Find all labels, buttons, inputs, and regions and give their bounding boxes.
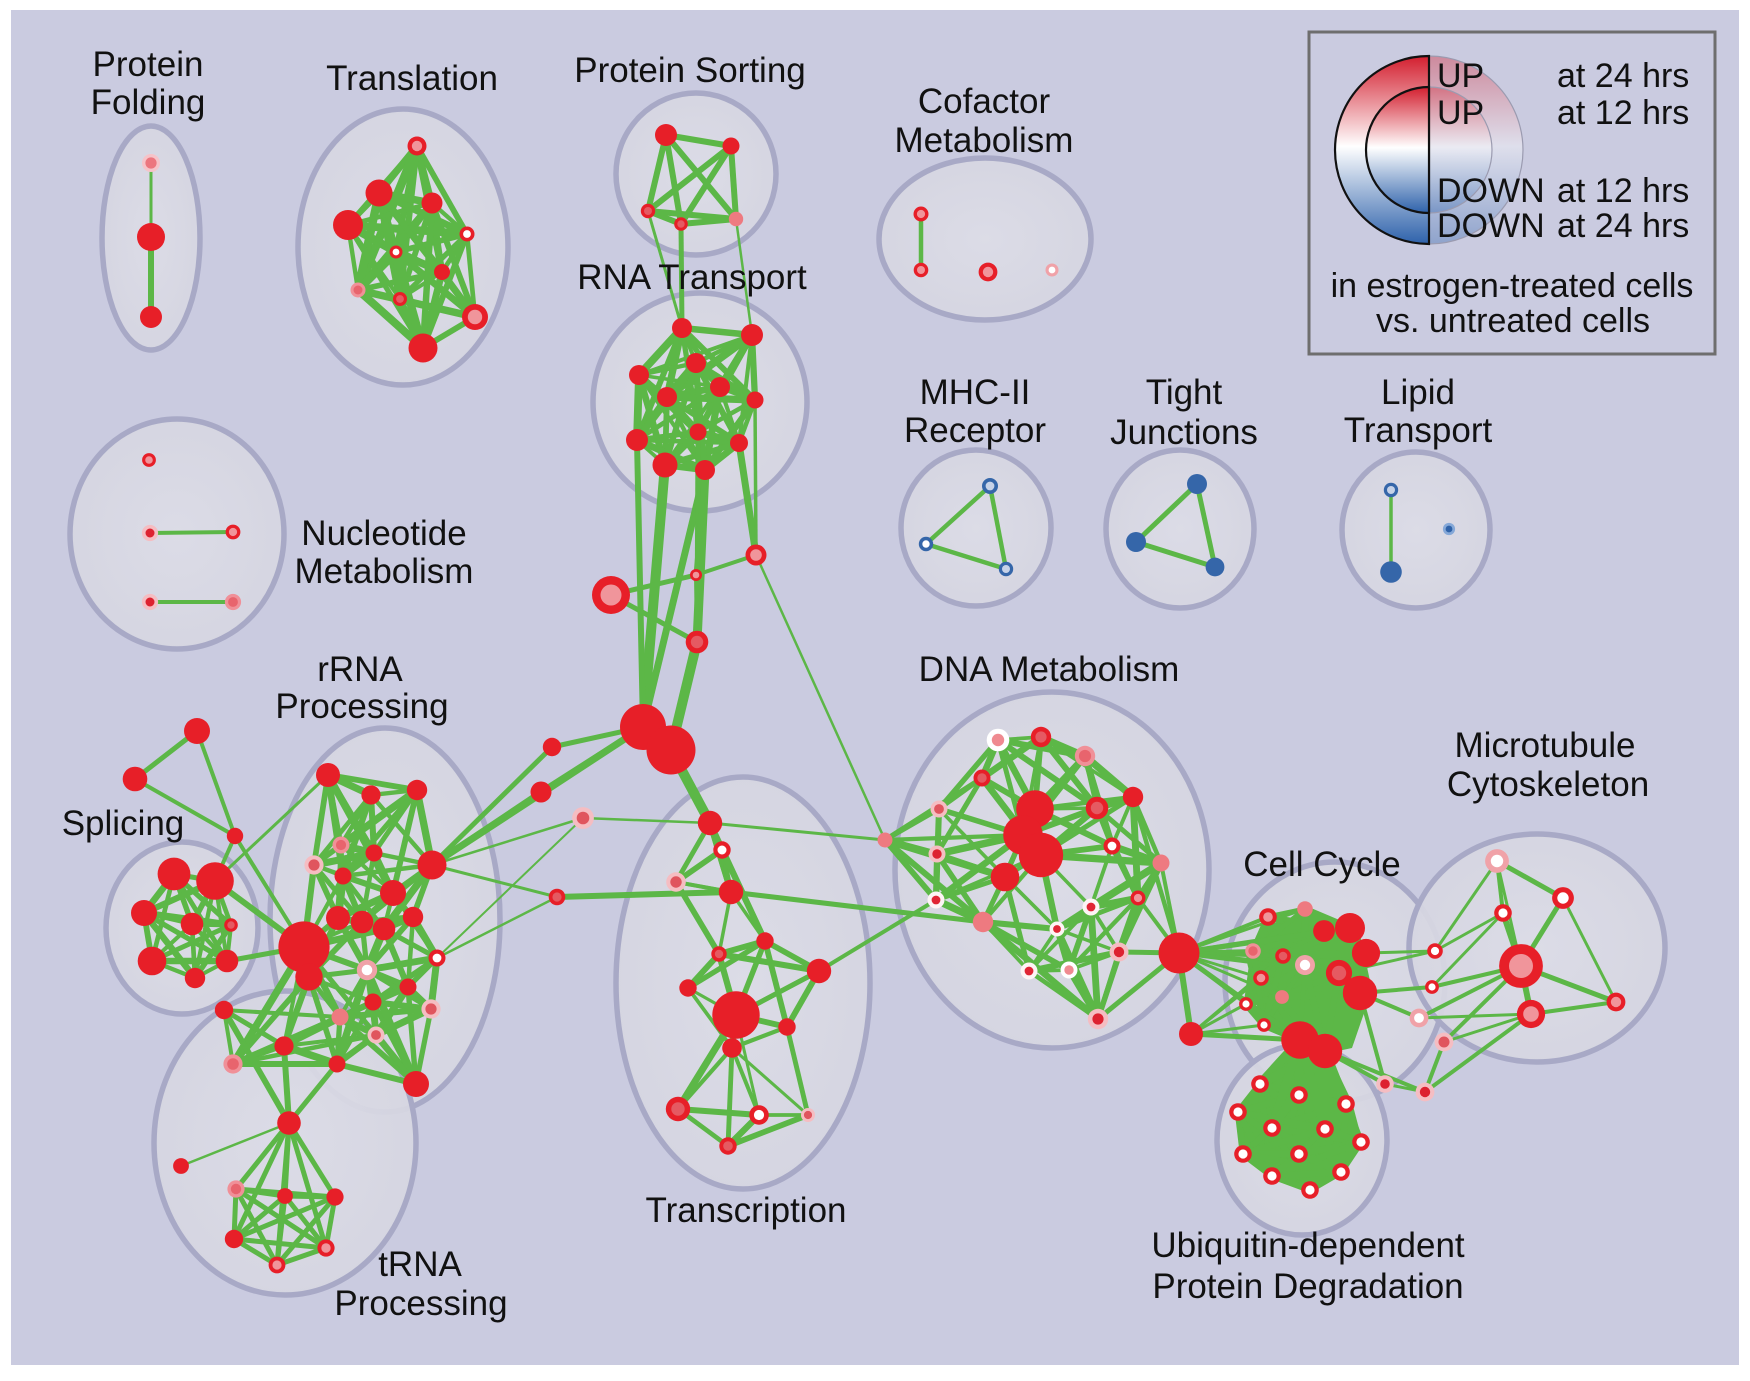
svg-text:in estrogen-treated cells: in estrogen-treated cells [1331,267,1694,305]
svg-text:MHC-II: MHC-II [920,373,1031,412]
svg-text:Metabolism: Metabolism [895,121,1074,160]
svg-text:UP: UP [1437,94,1484,132]
svg-text:at 24 hrs: at 24 hrs [1557,207,1689,245]
svg-text:Tight: Tight [1146,373,1223,412]
svg-text:Metabolism: Metabolism [295,552,474,591]
svg-text:UP: UP [1437,57,1484,95]
svg-text:DOWN: DOWN [1437,172,1545,210]
svg-text:Processing: Processing [275,687,448,726]
svg-text:DNA Metabolism: DNA Metabolism [919,650,1180,689]
svg-text:Protein: Protein [93,45,204,84]
svg-text:Junctions: Junctions [1110,413,1258,452]
svg-text:Cell Cycle: Cell Cycle [1243,845,1401,884]
svg-text:at 12 hrs: at 12 hrs [1557,172,1689,210]
svg-text:DOWN: DOWN [1437,207,1545,245]
svg-text:Ubiquitin-dependent: Ubiquitin-dependent [1151,1226,1465,1265]
svg-text:Protein Degradation: Protein Degradation [1152,1267,1463,1306]
svg-text:RNA Transport: RNA Transport [577,258,807,297]
svg-text:rRNA: rRNA [317,650,403,689]
svg-text:Nucleotide: Nucleotide [301,514,466,553]
svg-text:tRNA: tRNA [378,1245,462,1284]
svg-text:at 12 hrs: at 12 hrs [1557,94,1689,132]
svg-text:Processing: Processing [334,1284,507,1323]
svg-text:Translation: Translation [326,59,498,98]
svg-text:Cytoskeleton: Cytoskeleton [1447,765,1649,804]
svg-text:Receptor: Receptor [904,411,1046,450]
svg-text:vs. untreated cells: vs. untreated cells [1376,302,1650,340]
svg-text:Transcription: Transcription [646,1191,847,1230]
svg-text:Transport: Transport [1344,411,1493,450]
svg-text:Protein Sorting: Protein Sorting [574,51,806,90]
svg-text:Folding: Folding [91,83,206,122]
svg-text:Cofactor: Cofactor [918,82,1051,121]
svg-text:Splicing: Splicing [62,804,185,843]
svg-text:Microtubule: Microtubule [1455,726,1636,765]
svg-text:at 24 hrs: at 24 hrs [1557,57,1689,95]
svg-text:Lipid: Lipid [1381,373,1455,412]
